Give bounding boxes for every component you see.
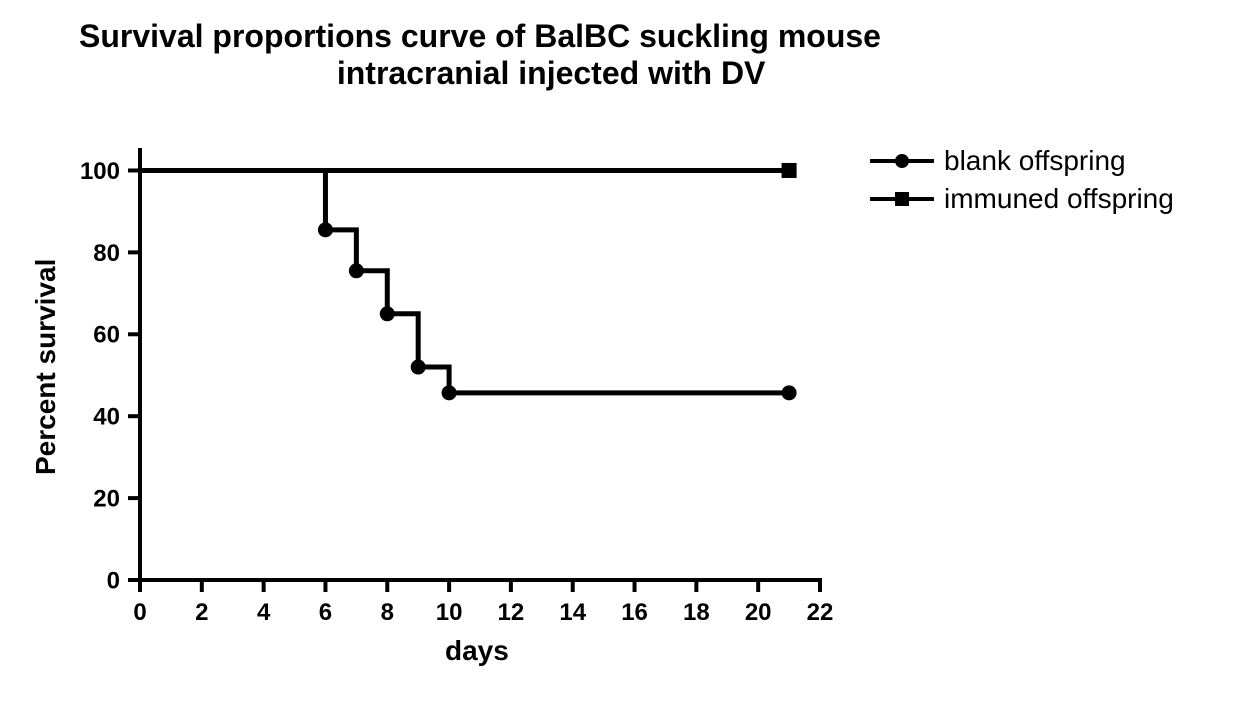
x-tick-label: 10 <box>436 599 463 626</box>
x-tick-label: 22 <box>807 599 834 626</box>
x-tick-label: 6 <box>319 599 332 626</box>
x-tick-label: 14 <box>559 599 586 626</box>
x-tick-label: 18 <box>683 599 710 626</box>
series-marker-circle <box>349 263 364 278</box>
legend-label-blank: blank offspring <box>944 145 1126 177</box>
y-tick-label: 0 <box>107 567 120 594</box>
survival-chart: 0 2 4 6 8 10 12 14 16 18 20 22 0 20 40 60 80 100 <box>20 30 940 700</box>
x-tick-label: 12 <box>498 599 525 626</box>
legend-item-immuned-offspring: immuned offspring <box>870 183 1174 215</box>
x-tick-label: 8 <box>381 599 394 626</box>
legend-marker-blank <box>870 147 934 175</box>
y-tick-label: 40 <box>93 404 120 431</box>
legend: blank offspring immuned offspring <box>870 145 1174 221</box>
legend-item-blank-offspring: blank offspring <box>870 145 1174 177</box>
x-tick-label: 2 <box>195 599 208 626</box>
series-marker-circle <box>411 360 426 375</box>
legend-label-immuned: immuned offspring <box>944 183 1174 215</box>
series-line <box>140 170 789 392</box>
x-tick-label: 20 <box>745 599 772 626</box>
x-tick-label: 16 <box>621 599 648 626</box>
x-axis-label: days <box>445 635 509 667</box>
series-marker-circle <box>318 222 333 237</box>
series-marker-circle <box>442 385 457 400</box>
y-tick-label: 80 <box>93 240 120 267</box>
legend-marker-immuned <box>870 185 934 213</box>
x-tick-label: 0 <box>133 599 146 626</box>
series-marker-square <box>782 163 797 178</box>
y-axis-label: Percent survival <box>30 259 62 475</box>
x-tick-label: 4 <box>257 599 271 626</box>
y-tick-label: 20 <box>93 485 120 512</box>
y-tick-label: 100 <box>80 158 120 185</box>
series-marker-circle <box>782 385 797 400</box>
series-marker-circle <box>380 306 395 321</box>
y-tick-label: 60 <box>93 322 120 349</box>
